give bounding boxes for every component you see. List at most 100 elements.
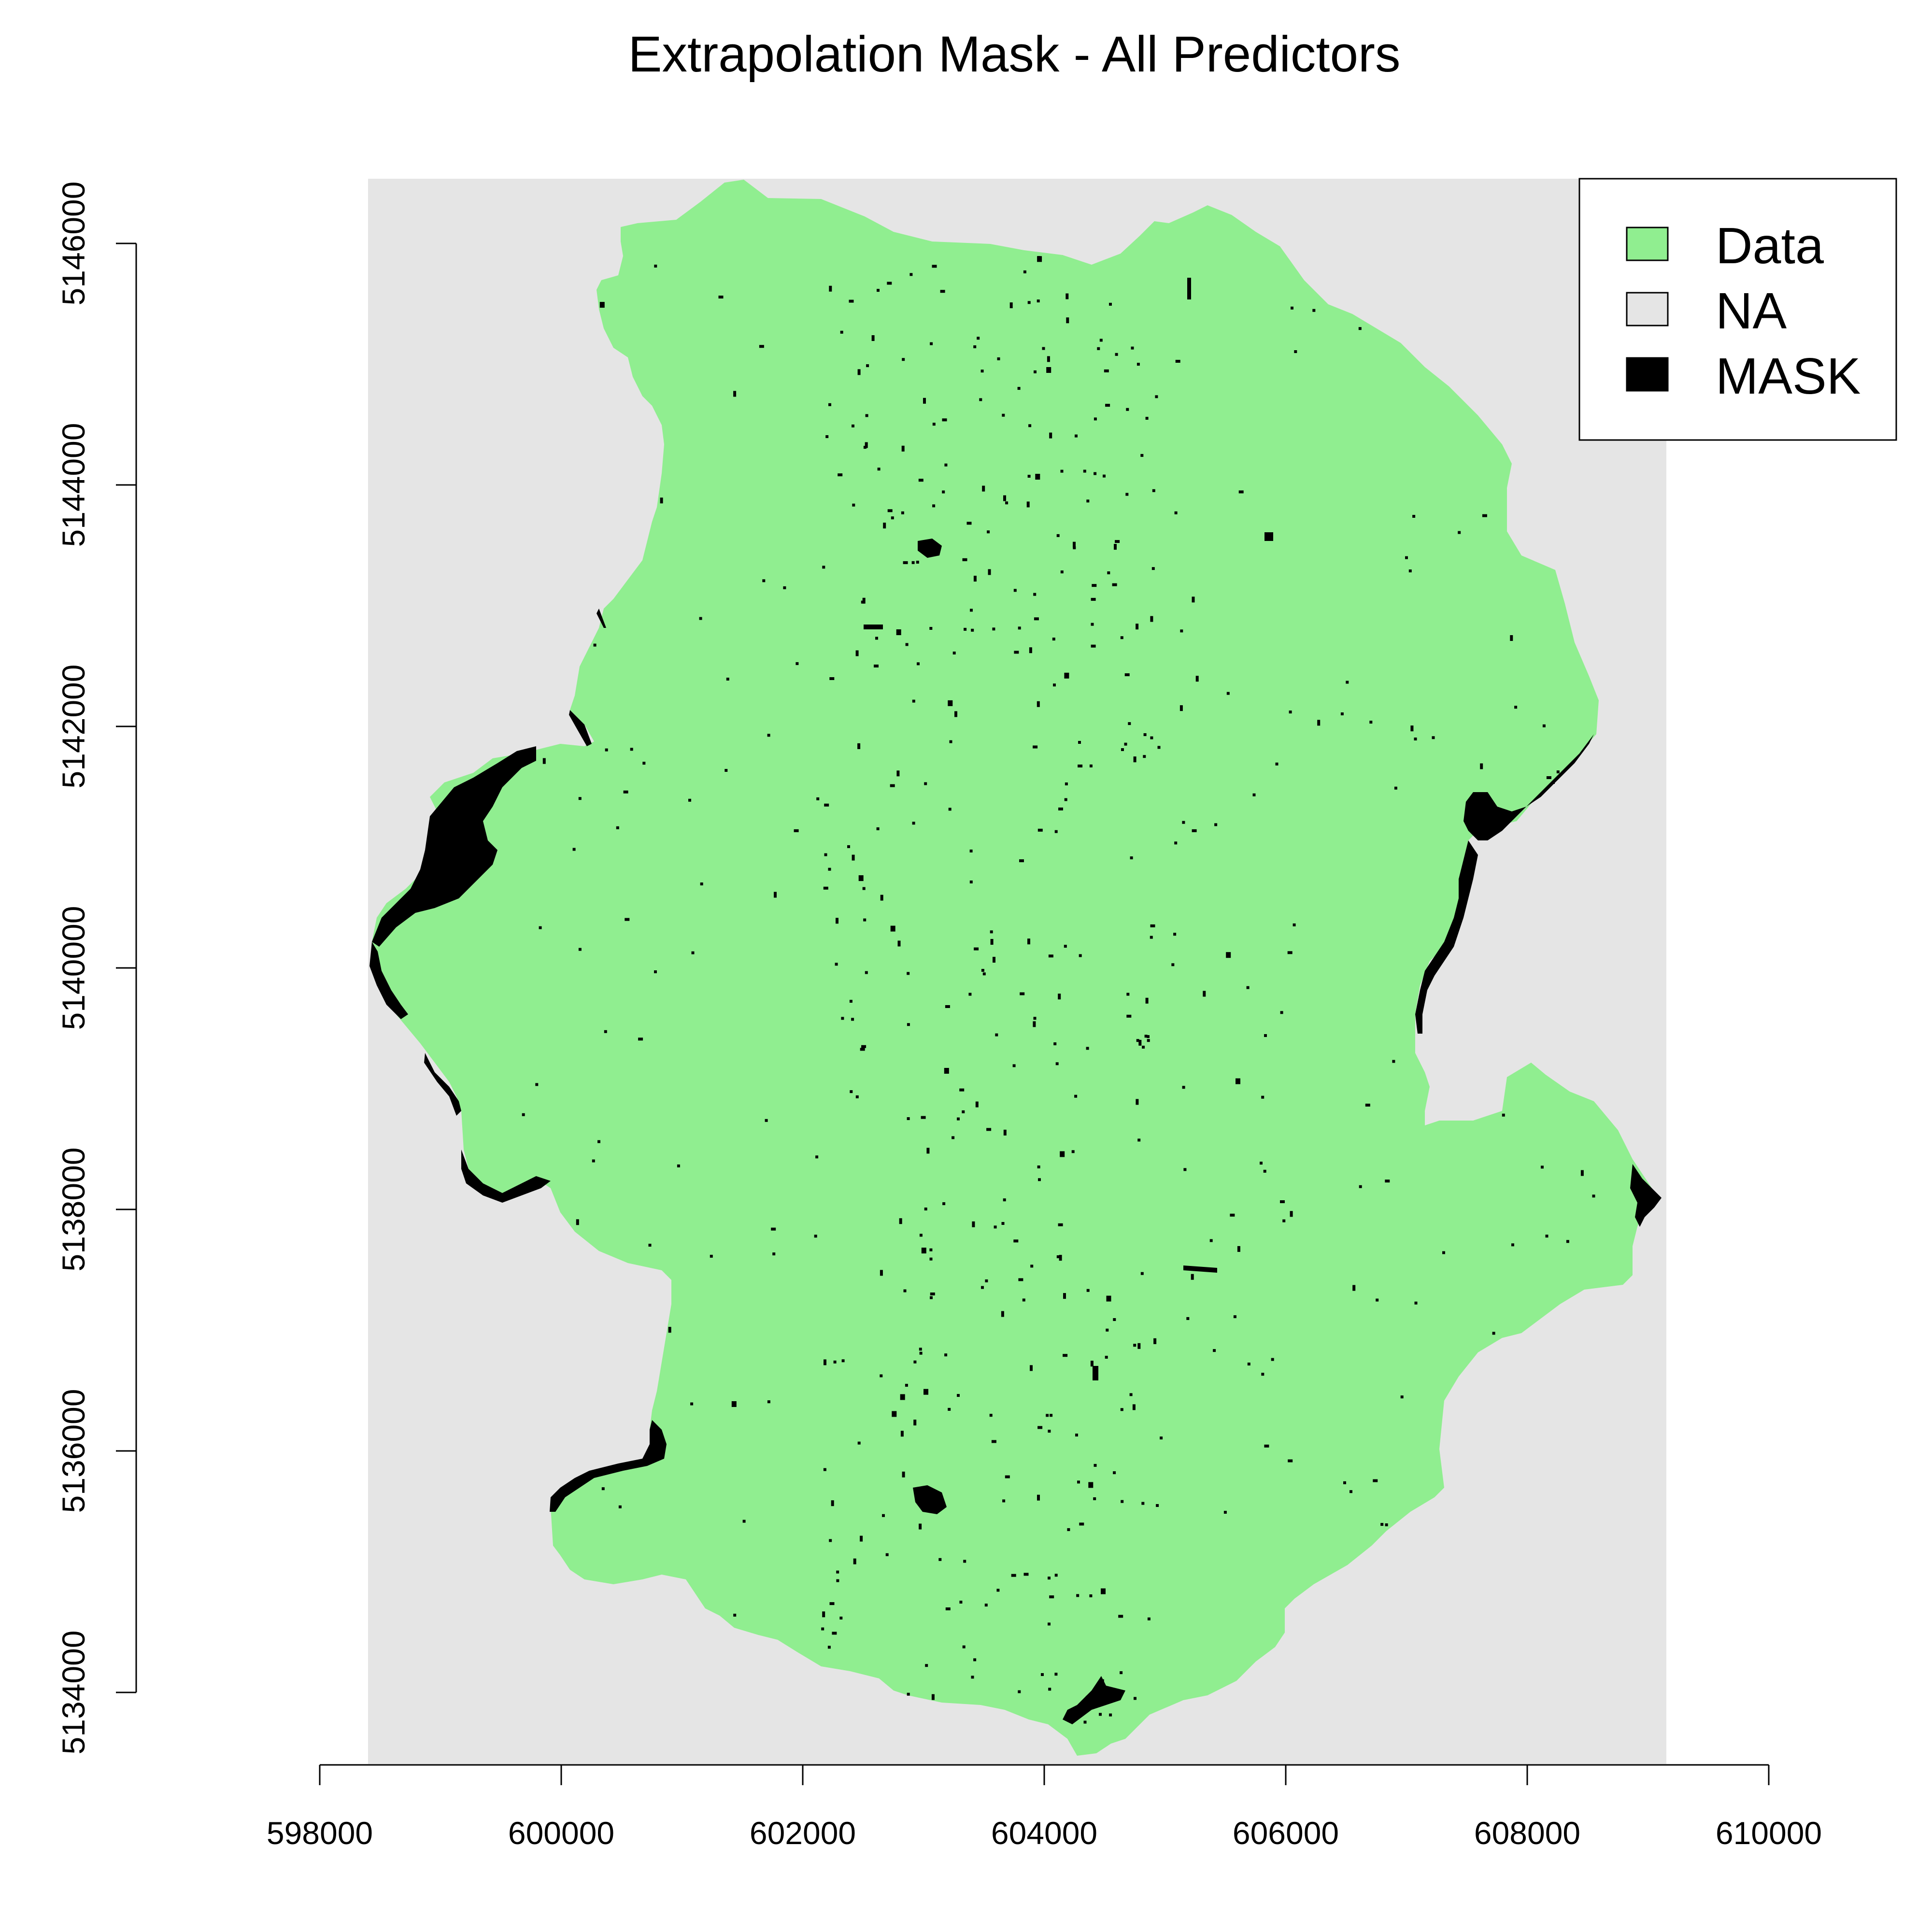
mask-speck bbox=[1137, 1138, 1141, 1142]
mask-speck bbox=[973, 1658, 977, 1662]
mask-speck bbox=[1350, 1490, 1352, 1493]
mask-speck bbox=[1192, 829, 1197, 832]
mask-speck bbox=[907, 1023, 910, 1026]
mask-speck bbox=[1086, 1289, 1090, 1292]
mask-speck bbox=[916, 560, 919, 564]
mask-speck bbox=[1112, 583, 1117, 586]
mask-speck bbox=[970, 609, 973, 612]
mask-speck bbox=[1400, 1395, 1404, 1399]
mask-speck bbox=[1260, 1162, 1263, 1165]
mask-speck bbox=[979, 398, 982, 401]
mask-speck bbox=[1091, 644, 1096, 648]
mask-speck bbox=[1128, 722, 1131, 725]
mask-speck bbox=[917, 662, 920, 666]
mask-speck bbox=[977, 337, 980, 340]
mask-speck bbox=[901, 511, 904, 514]
mask-speck bbox=[1261, 1095, 1264, 1099]
mask-speck bbox=[993, 957, 995, 963]
mask-speck bbox=[860, 1535, 863, 1542]
mask-speck bbox=[1109, 302, 1112, 306]
mask-speck bbox=[990, 939, 994, 945]
legend-item-na: NA bbox=[1626, 283, 1787, 340]
mask-speck bbox=[1065, 782, 1068, 785]
mask-speck bbox=[691, 951, 695, 954]
mask-speck bbox=[690, 1402, 694, 1406]
mask-speck bbox=[877, 468, 881, 471]
mask-speck bbox=[913, 1420, 917, 1426]
mask-speck bbox=[828, 867, 831, 871]
mask-speck bbox=[896, 770, 900, 777]
mask-speck bbox=[1020, 992, 1025, 995]
mask-speck bbox=[930, 342, 933, 345]
mask-speck bbox=[929, 1248, 933, 1251]
mask-speck bbox=[1369, 721, 1373, 724]
mask-speck bbox=[841, 1359, 845, 1363]
mask-speck bbox=[855, 650, 859, 656]
mask-speck bbox=[1037, 299, 1040, 303]
mask-speck bbox=[919, 1348, 922, 1351]
x-tick-label: 604000 bbox=[991, 1815, 1097, 1851]
mask-speck bbox=[1275, 762, 1279, 766]
mask-speck bbox=[1067, 1528, 1070, 1531]
mask-speck bbox=[1385, 1179, 1390, 1183]
mask-speck bbox=[1482, 514, 1487, 517]
mask-speck bbox=[1012, 1064, 1016, 1067]
mask-speck bbox=[1109, 1713, 1112, 1717]
mask-speck bbox=[1502, 1113, 1505, 1117]
mask-speck bbox=[1033, 1017, 1037, 1020]
mask-speck bbox=[1086, 1696, 1089, 1699]
mask-speck bbox=[688, 798, 691, 802]
mask-speck bbox=[1014, 651, 1019, 654]
mask-speck bbox=[1171, 963, 1175, 966]
mask-speck bbox=[1195, 676, 1199, 682]
mask-speck bbox=[1060, 469, 1064, 473]
mask-speck bbox=[1097, 347, 1100, 350]
mask-speck bbox=[1018, 1690, 1021, 1693]
mask-speck bbox=[952, 652, 956, 654]
mask-speck bbox=[996, 1589, 1000, 1592]
mask-speck bbox=[945, 1005, 950, 1008]
mask-speck bbox=[877, 289, 880, 292]
mask-speck bbox=[1103, 474, 1106, 478]
mask-speck bbox=[542, 758, 546, 764]
mask-speck bbox=[718, 296, 724, 298]
mask-speck bbox=[836, 918, 838, 924]
mask-speck bbox=[1058, 807, 1063, 810]
mask-speck bbox=[767, 1400, 770, 1404]
mask-speck bbox=[1048, 954, 1053, 958]
mask-speck bbox=[968, 993, 972, 996]
map-title: Extrapolation Mask - All Predictors bbox=[628, 26, 1401, 83]
mask-speck bbox=[1126, 408, 1129, 411]
x-tick-label: 608000 bbox=[1474, 1815, 1580, 1851]
mask-speck bbox=[1058, 994, 1061, 1000]
mask-speck bbox=[1049, 432, 1052, 439]
mask-speck bbox=[1106, 1295, 1111, 1302]
mask-speck bbox=[853, 1558, 856, 1564]
mask-speck bbox=[962, 558, 967, 561]
mask-speck bbox=[1142, 1046, 1145, 1049]
legend-swatch-na bbox=[1626, 292, 1669, 327]
mask-speck bbox=[1141, 1502, 1145, 1505]
mask-spot-3 bbox=[1264, 532, 1273, 541]
y-tick-label: 5140000 bbox=[56, 906, 91, 1030]
mask-speck bbox=[1137, 1343, 1141, 1349]
mask-speck bbox=[1174, 511, 1178, 514]
mask-speck bbox=[1078, 741, 1081, 744]
mask-speck bbox=[829, 285, 832, 292]
mask-speck bbox=[926, 1148, 930, 1154]
mask-speck bbox=[823, 1468, 826, 1471]
mask-speck bbox=[1023, 270, 1026, 273]
mask-speck bbox=[1034, 617, 1039, 621]
mask-speck bbox=[1546, 776, 1551, 779]
mask-speck bbox=[1147, 1035, 1150, 1038]
mask-speck bbox=[1317, 720, 1321, 726]
mask-speck bbox=[930, 1293, 935, 1295]
mask-speck bbox=[1064, 945, 1067, 948]
mask-speck bbox=[901, 445, 905, 452]
mask-speck bbox=[1580, 1170, 1584, 1176]
mask-speck bbox=[861, 1045, 867, 1048]
mask-speck bbox=[1083, 469, 1086, 473]
mask-speck bbox=[1140, 454, 1144, 457]
mask-speck bbox=[852, 424, 854, 427]
mask-speck bbox=[710, 1254, 713, 1258]
